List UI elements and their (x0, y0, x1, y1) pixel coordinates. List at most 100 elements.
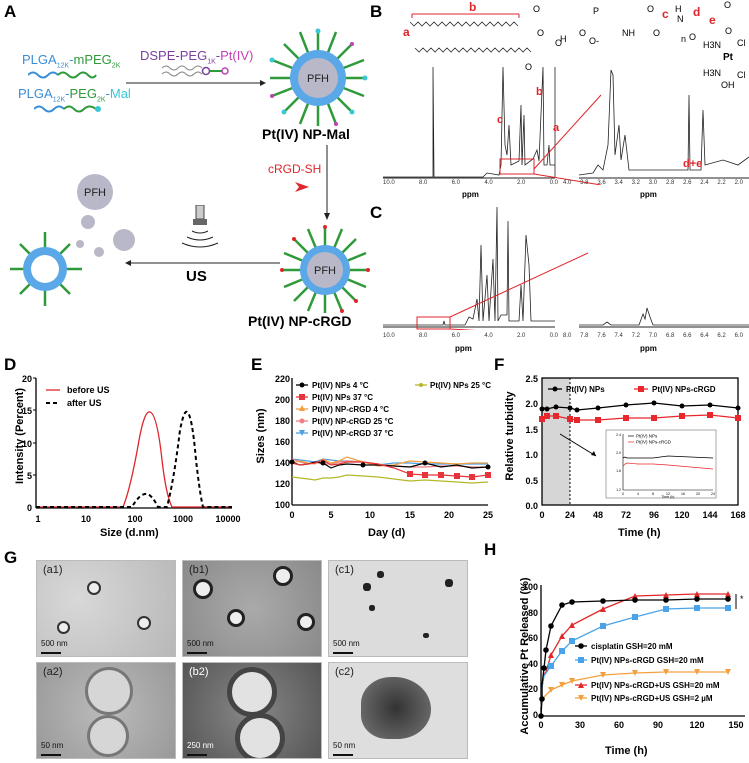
svg-text:O: O (653, 28, 660, 38)
tem-image-a2: (a2) 50 nm (36, 662, 176, 759)
svg-text:72: 72 (621, 510, 631, 520)
nanoparticle-mal-icon: PFH (269, 28, 368, 126)
svg-text:1.0: 1.0 (525, 450, 538, 460)
svg-text:1.5: 1.5 (525, 425, 538, 435)
tem-image-c1: (c1) 500 nm (328, 560, 468, 657)
panel-label-b: B (370, 2, 383, 21)
dls-chart-d: 20 15 10 5 0 1 10 100 1000 10000 before … (22, 374, 241, 524)
ultrasound-probe-icon (181, 205, 219, 248)
panel-label-e: E (251, 355, 263, 374)
svg-text:NH: NH (622, 28, 635, 38)
svg-text:0: 0 (538, 720, 543, 730)
svg-text:Pt(IV) NPs 25 °C: Pt(IV) NPs 25 °C (430, 381, 491, 390)
svg-text:Pt(IV) NPs: Pt(IV) NPs (636, 434, 658, 439)
svg-text:168: 168 (730, 510, 745, 520)
reaction-arrow-2 (324, 145, 330, 220)
svg-text:2.0: 2.0 (616, 451, 621, 455)
svg-text:120: 120 (275, 479, 290, 489)
svg-text:O: O (525, 62, 532, 72)
product-np-crgd-label: Pt(IV) NP-cRGD (248, 313, 352, 329)
svg-text:PFH: PFH (84, 187, 106, 199)
tem-image-b2: (b2) 250 nm (182, 662, 322, 759)
svg-text:d+e: d+e (683, 158, 702, 170)
svg-text:PFH: PFH (307, 73, 329, 85)
svg-text:b: b (536, 86, 543, 98)
panel-label-c: C (370, 203, 383, 222)
svg-text:Pt(IV) NPs-cRGD+US GSH=20 mM: Pt(IV) NPs-cRGD+US GSH=20 mM (591, 681, 720, 690)
nmr-spectrum-c (383, 206, 749, 330)
svg-text:*: * (740, 594, 744, 604)
nmr-c-xlabel-zoom: ppm (640, 344, 657, 353)
chart-f-xlabel: Time (h) (618, 527, 661, 539)
svg-text:144: 144 (702, 510, 717, 520)
svg-text:O: O (555, 38, 562, 48)
polymer-chain-icon (28, 71, 97, 79)
svg-text:60: 60 (614, 720, 624, 730)
nmr-b-xlabel-zoom: ppm (640, 190, 657, 199)
svg-text:O: O (689, 32, 696, 42)
svg-text:10: 10 (22, 439, 32, 449)
svg-text:140: 140 (275, 458, 290, 468)
panel-label-f: F (494, 355, 505, 374)
svg-text:O: O (537, 28, 544, 38)
svg-text:120: 120 (674, 510, 689, 520)
nanoparticle-crgd-icon: PFH (280, 225, 370, 313)
svg-text:O: O (647, 4, 654, 14)
svg-text:Pt(IV) NP-cRGD 37 °C: Pt(IV) NP-cRGD 37 °C (312, 429, 394, 438)
svg-text:Time (h): Time (h) (662, 495, 675, 499)
svg-text:Pt(IV) NP-cRGD 25 °C: Pt(IV) NP-cRGD 25 °C (312, 417, 394, 426)
svg-text:1000: 1000 (173, 514, 193, 524)
svg-text:60: 60 (528, 633, 538, 643)
svg-text:O: O (533, 4, 540, 14)
svg-text:200: 200 (275, 395, 290, 405)
svg-text:40: 40 (528, 659, 538, 669)
svg-text:b: b (469, 0, 476, 14)
svg-text:Cl: Cl (737, 38, 746, 48)
ruptured-nanoparticle-icon: PFH (10, 174, 135, 306)
turbidity-inset: 2.4 2.0 1.6 1.2 0 4 8 12 16 20 24 Time (h) Pt(IV)… (605, 429, 717, 499)
svg-text:0: 0 (622, 492, 624, 496)
svg-text:96: 96 (649, 510, 659, 520)
svg-text:n: n (681, 34, 686, 44)
turbidity-chart-f: 2.5 2.0 1.5 1.0 0.5 0.0 0 24 48 72 96 12… (525, 374, 745, 520)
svg-text:12: 12 (666, 492, 670, 496)
svg-text:1: 1 (35, 514, 40, 524)
svg-text:220: 220 (275, 374, 290, 384)
chart-d-xlabel: Size (d.nm) (100, 527, 159, 539)
svg-text:a: a (553, 122, 560, 134)
svg-text:0.0: 0.0 (525, 501, 538, 511)
chart-h-xlabel: Time (h) (605, 745, 648, 757)
svg-text:100: 100 (523, 582, 538, 592)
svg-text:100: 100 (127, 514, 142, 524)
svg-text:0: 0 (27, 503, 32, 513)
svg-text:0: 0 (289, 510, 294, 520)
svg-text:P: P (593, 6, 599, 16)
svg-text:15: 15 (22, 406, 32, 416)
svg-text:80: 80 (528, 608, 538, 618)
panel-label-d: D (4, 355, 17, 374)
polymer-chain-mal-icon (34, 105, 101, 113)
svg-text:Pt(IV) NPs: Pt(IV) NPs (566, 385, 605, 394)
svg-text:48: 48 (593, 510, 603, 520)
reagent-plga-peg-mal: PLGA12K-PEG2K-Mal (18, 86, 131, 104)
svg-text:160: 160 (275, 437, 290, 447)
nmr-c-xlabel-full: ppm (455, 344, 472, 353)
svg-text:O-: O- (589, 36, 599, 46)
tem-image-c2: (c2) 50 nm (328, 662, 468, 759)
svg-text:0.5: 0.5 (525, 476, 538, 486)
svg-text:24: 24 (565, 510, 575, 520)
chart-d-ylabel: Intensity (Percent) (14, 388, 26, 484)
svg-text:PFH: PFH (314, 265, 336, 277)
svg-text:H: H (675, 4, 682, 14)
svg-text:2.5: 2.5 (525, 374, 538, 384)
svg-text:24: 24 (711, 492, 715, 496)
svg-text:20: 20 (22, 374, 32, 384)
nmr-b-xlabel-full: ppm (462, 190, 479, 199)
svg-text:Pt(IV) NPs-cRGD: Pt(IV) NPs-cRGD (652, 385, 716, 394)
svg-text:25: 25 (483, 510, 493, 520)
svg-text:20: 20 (696, 492, 700, 496)
panel-label-a: A (4, 2, 17, 21)
svg-text:c: c (662, 7, 669, 21)
svg-text:10: 10 (81, 514, 91, 524)
svg-text:Pt(IV) NPs-cRGD: Pt(IV) NPs-cRGD (636, 440, 672, 445)
